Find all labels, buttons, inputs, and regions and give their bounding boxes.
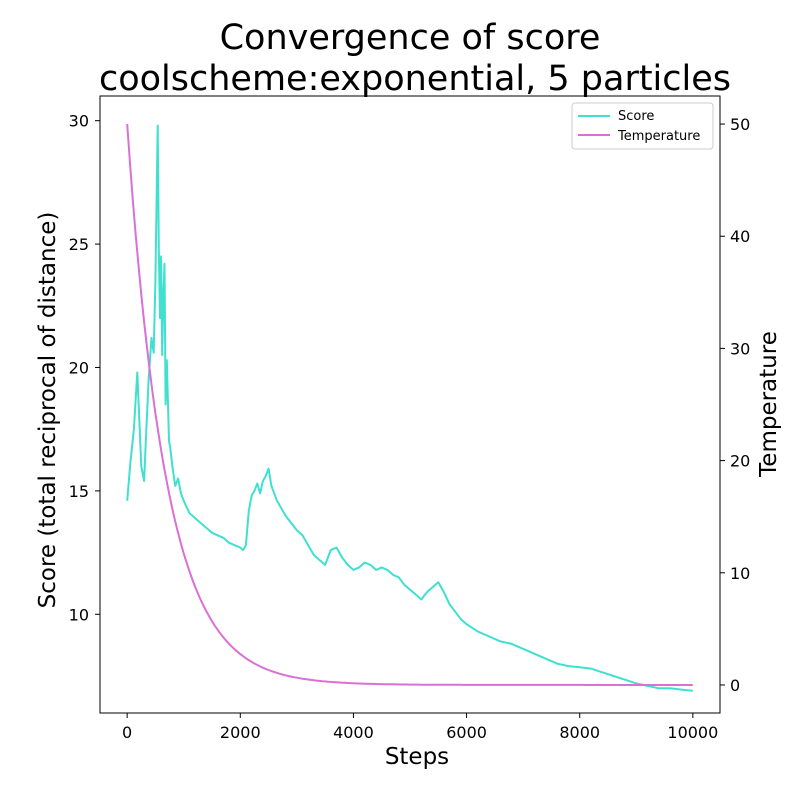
right-y-tick-label: 10 (730, 564, 750, 583)
x-tick-label: 8000 (559, 723, 600, 742)
legend: Score Temperature (571, 102, 714, 150)
left-y-tick-label: 25 (69, 235, 89, 254)
right-y-axis-label: Temperature (756, 331, 782, 478)
left-y-tick-label: 10 (69, 605, 89, 624)
x-tick-label: 6000 (446, 723, 487, 742)
x-tick-label: 0 (122, 723, 132, 742)
right-y-tick-label: 0 (730, 676, 740, 695)
legend-temperature-label: Temperature (617, 129, 700, 144)
x-tick-label: 4000 (333, 723, 374, 742)
x-tick-label: 2000 (220, 723, 261, 742)
left-y-tick-label: 30 (69, 112, 89, 131)
left-y-tick-label: 20 (69, 358, 89, 377)
series-score-line (126, 124, 693, 692)
series-temperature-line (126, 123, 693, 686)
axis-ticks: 0 2000 4000 6000 8000 10000 10 15 20 25 30 0 10 20 30 4… (69, 112, 751, 742)
right-y-tick-label: 20 (730, 452, 750, 471)
plot-lines (126, 123, 693, 692)
left-y-axis-label: Score (total reciprocal of distance) (35, 212, 61, 609)
x-tick-label: 10000 (667, 723, 718, 742)
right-y-tick-label: 40 (730, 227, 750, 246)
chart-title: Convergence of score (220, 18, 601, 58)
left-y-tick-label: 15 (69, 482, 89, 501)
plot-frame (99, 95, 721, 714)
legend-box (571, 102, 714, 150)
x-axis-label: Steps (385, 744, 449, 770)
right-y-tick-label: 50 (730, 115, 750, 134)
right-y-tick-label: 30 (730, 339, 750, 358)
chart-subtitle: coolscheme:exponential, 5 particles (99, 59, 731, 99)
legend-score-label: Score (618, 109, 654, 124)
